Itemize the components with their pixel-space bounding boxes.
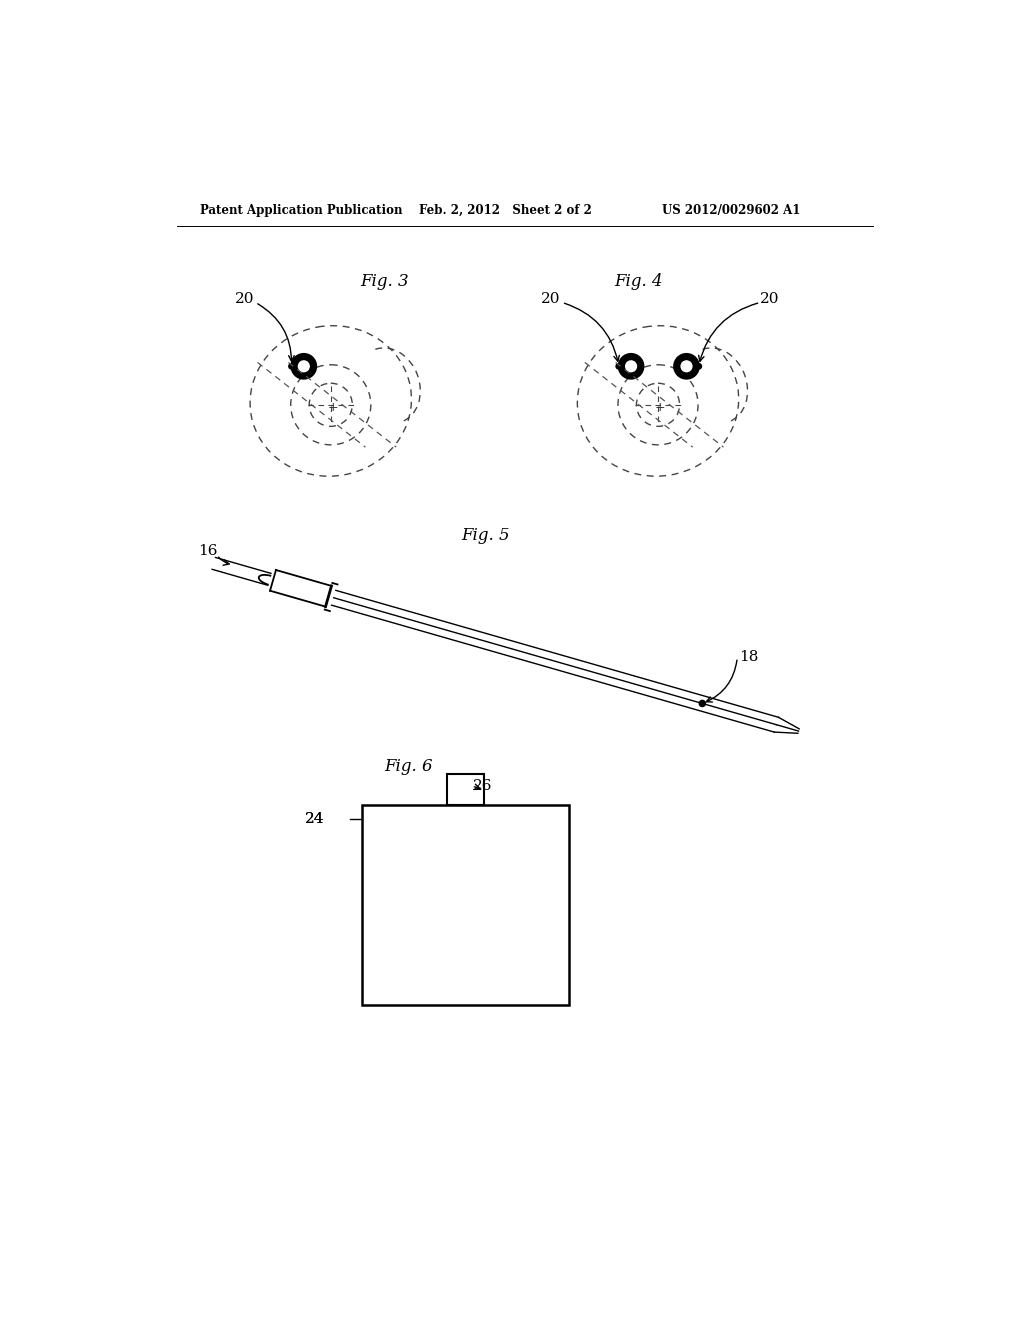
Circle shape xyxy=(625,359,638,374)
Text: Feb. 2, 2012   Sheet 2 of 2: Feb. 2, 2012 Sheet 2 of 2 xyxy=(419,205,592,218)
Text: 20: 20 xyxy=(234,292,254,306)
Text: US 2012/0029602 A1: US 2012/0029602 A1 xyxy=(662,205,800,218)
Circle shape xyxy=(618,354,643,379)
Text: 24: 24 xyxy=(305,812,325,826)
Circle shape xyxy=(616,363,622,370)
Circle shape xyxy=(680,359,693,374)
Text: +: + xyxy=(328,400,338,413)
Text: Patent Application Publication: Patent Application Publication xyxy=(200,205,402,218)
Circle shape xyxy=(292,354,316,379)
Circle shape xyxy=(297,359,310,374)
Text: Fig. 3: Fig. 3 xyxy=(360,273,409,290)
Text: Fig. 4: Fig. 4 xyxy=(614,273,663,290)
Text: Fig. 5: Fig. 5 xyxy=(462,527,510,544)
Circle shape xyxy=(674,354,698,379)
Text: 24: 24 xyxy=(305,812,325,826)
Text: +: + xyxy=(655,400,666,413)
Text: 16: 16 xyxy=(198,544,217,558)
Text: 18: 18 xyxy=(739,651,758,664)
Text: Fig. 6: Fig. 6 xyxy=(385,758,433,775)
Circle shape xyxy=(289,363,294,370)
Bar xyxy=(447,775,484,805)
Text: 20: 20 xyxy=(542,292,561,306)
Bar xyxy=(361,805,569,1006)
Text: 20: 20 xyxy=(760,292,779,306)
Circle shape xyxy=(696,363,701,370)
Circle shape xyxy=(699,701,706,706)
Text: 26: 26 xyxy=(473,779,493,793)
